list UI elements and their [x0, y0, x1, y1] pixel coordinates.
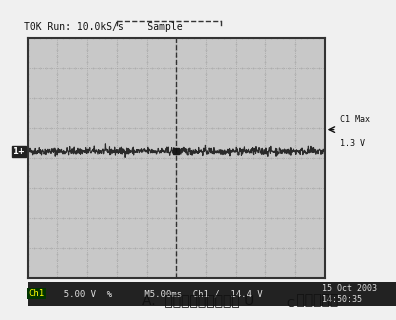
Text: A.  正常工作时控制信号 U: A. 正常工作时控制信号 U [142, 293, 254, 307]
Text: 14:50:35: 14:50:35 [322, 295, 362, 304]
Text: 15 Oct 2003: 15 Oct 2003 [322, 284, 377, 293]
Text: T0K Run: 10.0kS/s    Sample: T0K Run: 10.0kS/s Sample [24, 22, 183, 32]
Text: C: C [286, 299, 294, 309]
Text: Ch1: Ch1 [29, 289, 45, 298]
Text: C1 Max: C1 Max [340, 116, 369, 124]
Text: 5.00 V  %      M5.00ms  Ch1 /  14.4 V: 5.00 V % M5.00ms Ch1 / 14.4 V [53, 289, 263, 298]
Text: 1+: 1+ [12, 147, 25, 156]
Text: 1.3 V: 1.3 V [340, 140, 365, 148]
Text: 的实测波形: 的实测波形 [292, 293, 338, 307]
